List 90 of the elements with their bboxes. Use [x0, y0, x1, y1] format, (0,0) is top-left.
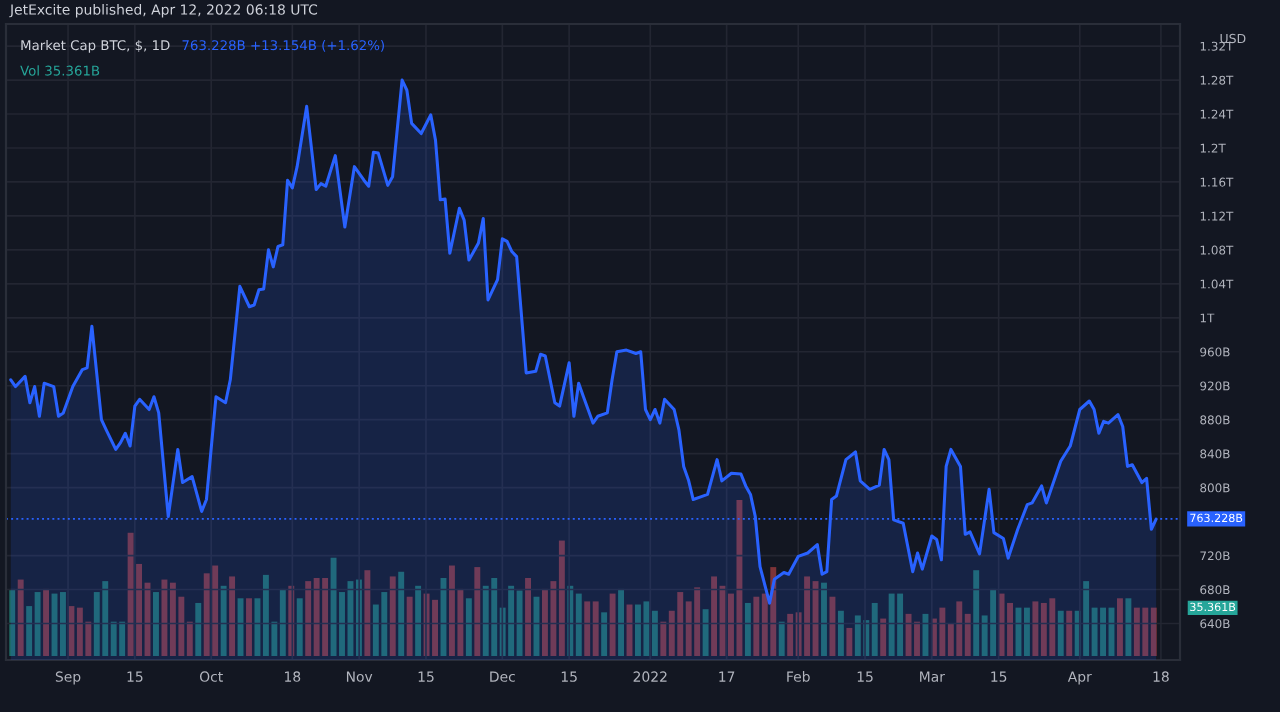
bar — [508, 585, 515, 656]
bar — [448, 565, 455, 656]
bar — [778, 621, 785, 656]
bar — [837, 610, 844, 656]
bar — [1100, 607, 1106, 656]
bar — [1066, 610, 1073, 656]
bar — [635, 604, 641, 656]
bar — [1142, 607, 1149, 656]
bar — [592, 601, 599, 656]
bar — [558, 540, 565, 656]
bar — [609, 593, 616, 656]
bar — [43, 588, 50, 656]
bar — [1032, 601, 1039, 656]
bar — [305, 581, 312, 656]
bar — [262, 574, 269, 656]
bar — [381, 592, 388, 656]
bar — [246, 598, 252, 656]
bar — [195, 602, 202, 656]
bar — [491, 578, 498, 656]
bar — [694, 587, 701, 656]
bar — [279, 588, 286, 656]
bar — [1116, 598, 1123, 656]
bar — [601, 612, 608, 656]
bar — [1133, 607, 1140, 656]
bar — [1125, 598, 1132, 656]
bar — [1007, 602, 1013, 656]
bar — [525, 578, 531, 656]
bar — [432, 599, 438, 656]
bar — [482, 585, 489, 656]
bar — [60, 592, 66, 656]
bar — [161, 579, 168, 656]
bar — [127, 532, 134, 656]
bar — [322, 578, 329, 656]
bar — [575, 593, 582, 656]
bar — [296, 598, 303, 656]
bar — [905, 613, 912, 656]
bar — [406, 596, 413, 656]
bar — [753, 596, 760, 656]
bar — [465, 598, 472, 656]
bar — [618, 588, 625, 656]
bar — [9, 588, 16, 656]
bar — [1150, 607, 1157, 656]
bar — [1057, 610, 1064, 656]
bar — [854, 615, 861, 656]
bar — [1040, 602, 1047, 656]
bar — [677, 592, 684, 656]
bar — [203, 573, 210, 656]
bar — [871, 602, 878, 656]
bar — [1023, 607, 1030, 656]
bar — [584, 601, 591, 656]
bar — [829, 596, 836, 656]
bar — [153, 592, 159, 656]
bar — [229, 576, 236, 656]
bar — [973, 570, 980, 656]
bar — [736, 500, 743, 656]
bar — [330, 557, 337, 656]
bar — [474, 567, 481, 656]
bar — [804, 576, 811, 656]
bar — [643, 601, 650, 656]
bar — [541, 588, 548, 656]
bar — [956, 601, 963, 656]
bar — [1049, 598, 1056, 656]
bar — [313, 578, 320, 656]
bar — [415, 585, 422, 656]
bar — [990, 588, 997, 656]
bar — [212, 565, 219, 656]
bar — [821, 582, 827, 656]
bar — [744, 602, 751, 656]
bar — [364, 570, 371, 656]
bar — [998, 593, 1005, 656]
bar — [76, 607, 83, 656]
bar — [787, 613, 794, 656]
bar — [516, 590, 523, 656]
bar — [711, 576, 718, 656]
bar — [888, 593, 895, 656]
bar — [1083, 581, 1090, 656]
bar — [914, 621, 920, 656]
bar — [119, 621, 126, 656]
bar — [398, 571, 405, 656]
bar — [846, 627, 853, 656]
bar — [102, 581, 109, 656]
bar — [34, 592, 41, 656]
bar — [897, 593, 904, 656]
bar — [939, 607, 946, 656]
bar — [880, 618, 887, 656]
bar — [17, 579, 24, 656]
bar — [389, 576, 396, 656]
bar — [220, 585, 227, 656]
bar — [169, 582, 176, 656]
bar — [702, 609, 709, 656]
